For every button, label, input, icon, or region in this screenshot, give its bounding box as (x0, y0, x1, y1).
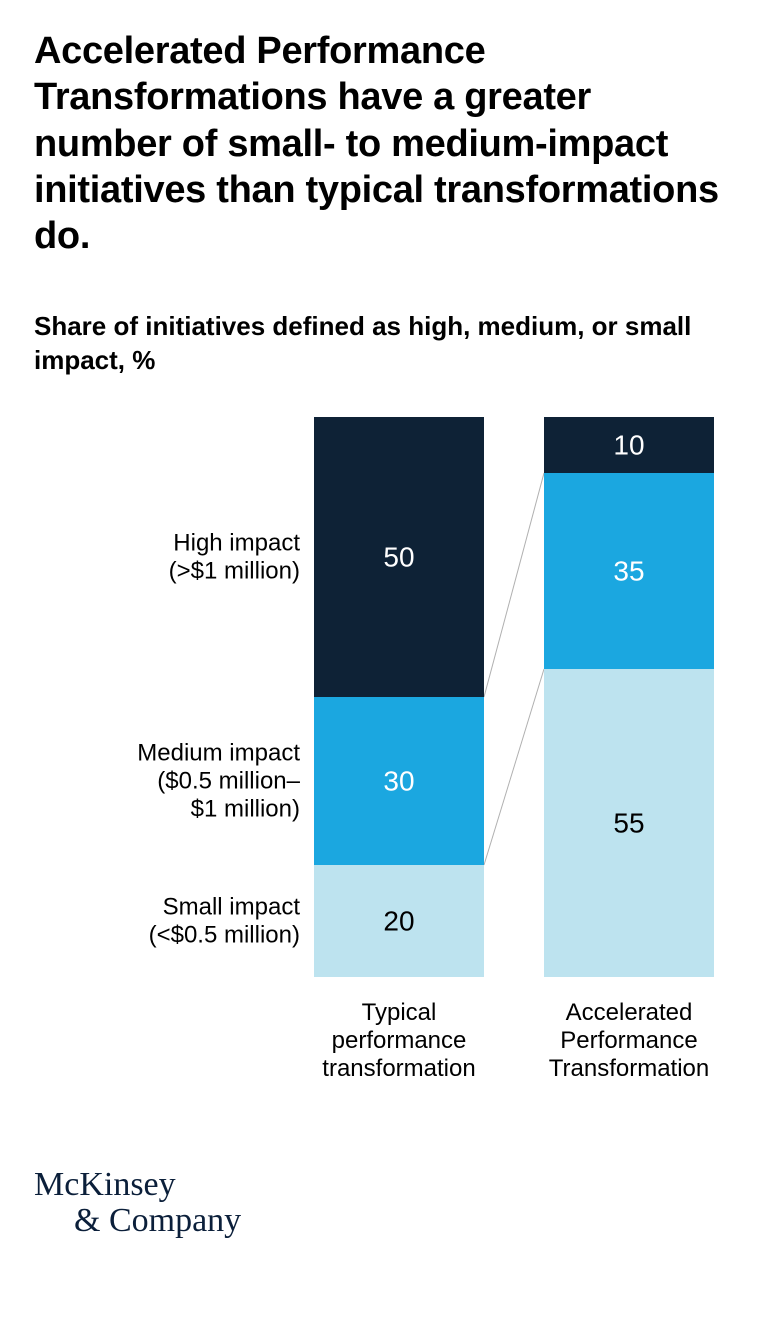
brand-logo: McKinsey & Company (34, 1167, 734, 1238)
segment-label-high-line2: (>$1 million) (169, 558, 300, 585)
segment-label-small-line2: (<$0.5 million) (149, 922, 300, 949)
x-label-typical-line2: performance (332, 1027, 467, 1054)
chart-svg: 50 30 20 10 35 55 High impact(>$1 million) Medi… (34, 417, 734, 1107)
connector-line (484, 669, 544, 865)
x-label-typical-line3: transformation (322, 1055, 475, 1082)
brand-line2: & Company (34, 1203, 734, 1239)
connector-line (484, 473, 544, 697)
x-label-accelerated-line2: Performance (560, 1027, 697, 1054)
stacked-bar-chart: 50 30 20 10 35 55 High impact(>$1 million) Medi… (34, 417, 734, 1107)
x-label-accelerated-line3: Transformation (549, 1055, 710, 1082)
x-label-typical-line1: Typical (362, 999, 437, 1026)
segment-label-medium-line1: Medium impact (137, 740, 300, 767)
bar-value-typical-medium: 30 (383, 766, 414, 797)
brand-line1: McKinsey (34, 1166, 176, 1203)
x-label-accelerated-line1: Accelerated (566, 999, 693, 1026)
segment-label-high-line1: High impact (173, 530, 300, 557)
chart-subtitle: Share of initiatives defined as high, me… (34, 310, 734, 378)
page-title: Accelerated Performance Transformations … (34, 28, 734, 260)
bar-value-typical-small: 20 (383, 906, 414, 937)
bar-value-accelerated-medium: 35 (613, 556, 644, 587)
bar-value-accelerated-high: 10 (613, 430, 644, 461)
segment-label-medium-line2: ($0.5 million– (157, 768, 300, 795)
segment-label-medium-line3: $1 million) (191, 796, 300, 823)
bar-value-typical-high: 50 (383, 542, 414, 573)
bar-value-accelerated-small: 55 (613, 808, 644, 839)
segment-label-small-line1: Small impact (163, 894, 301, 921)
